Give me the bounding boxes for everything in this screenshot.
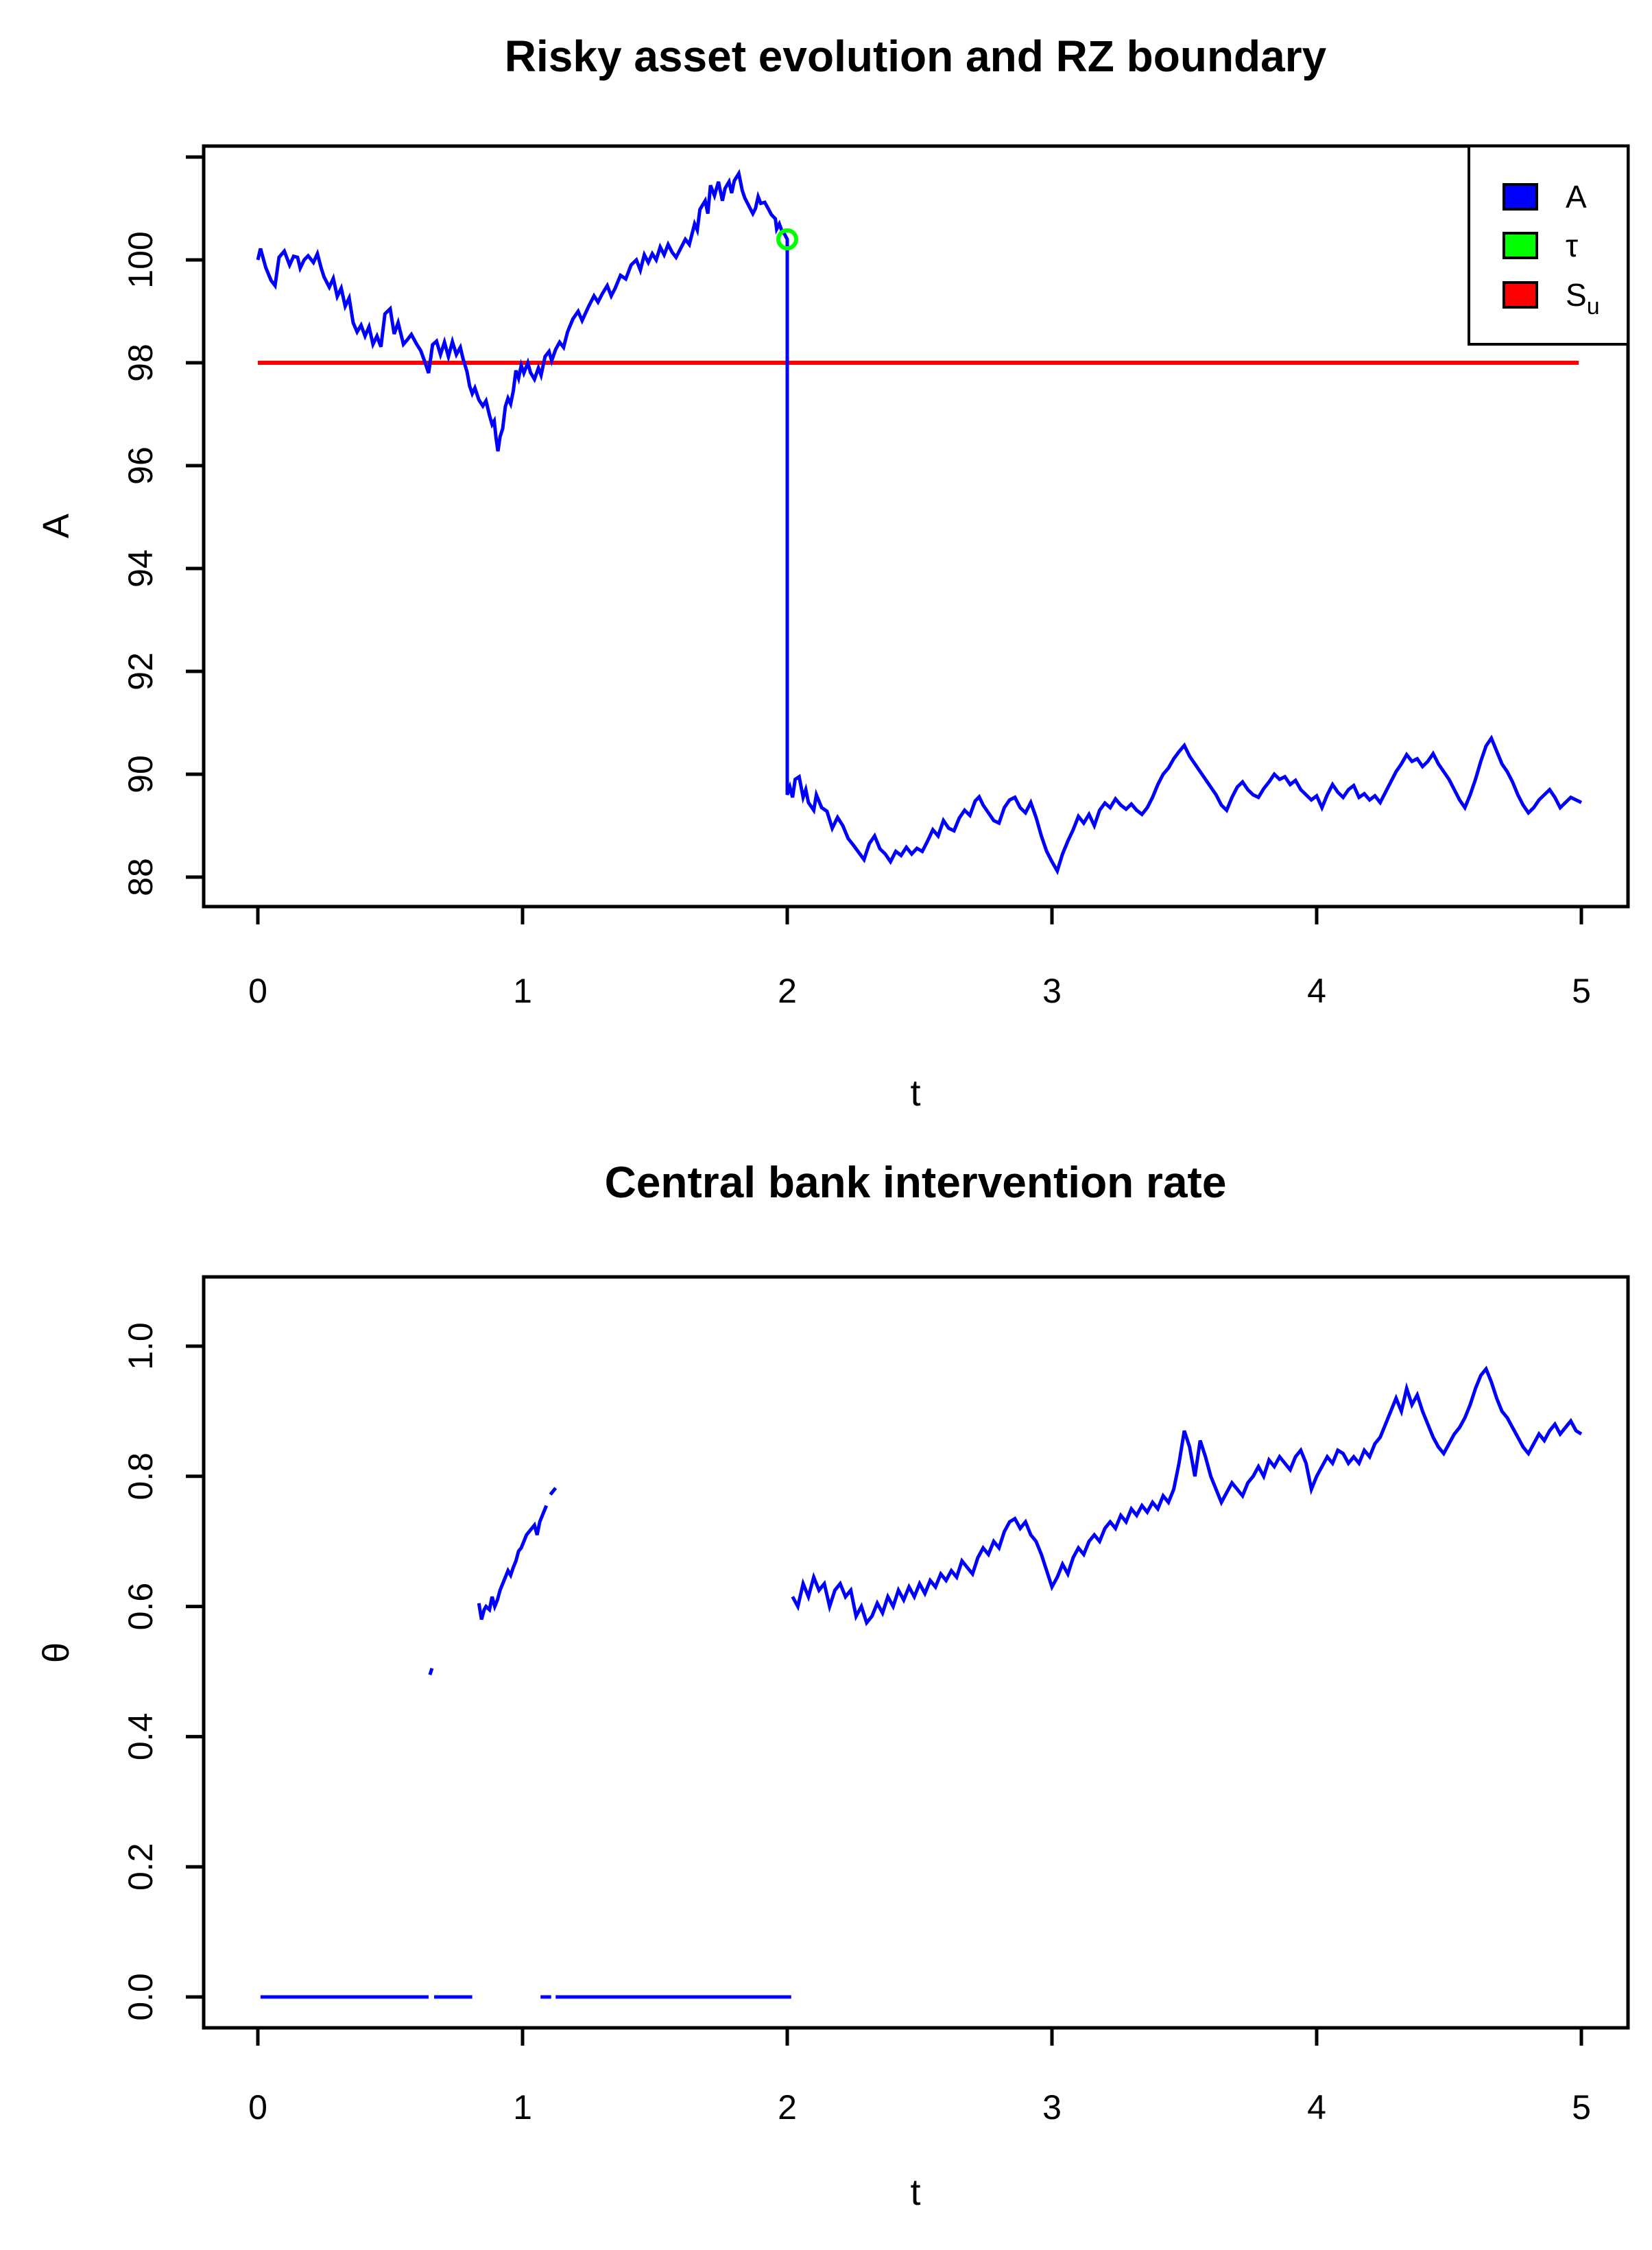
legend-label-2: τ (1566, 228, 1578, 263)
x-tick-label: 4 (1307, 972, 1326, 1010)
y-tick-label: 92 (121, 652, 160, 691)
series-theta-rise-line (477, 1505, 549, 1620)
chart1-ylabel: A (36, 514, 77, 538)
y-tick-label: 0.0 (121, 1973, 160, 2021)
chart1-plot-box (202, 144, 1630, 909)
x-tick-label: 2 (778, 2088, 797, 2127)
y-tick-label: 96 (121, 446, 160, 485)
legend-swatch-3 (1503, 281, 1538, 309)
panel-risky-asset: Risky asset evolution and RZ boundary 0 1… (36, 32, 1630, 1114)
x-tick-label: 3 (1042, 972, 1062, 1010)
y-tick-label: 0.2 (121, 1843, 160, 1891)
y-tick-label: 0.4 (121, 1713, 160, 1761)
chart2-plot-box (202, 1275, 1630, 2030)
chart2-xlabel: t (910, 2172, 920, 2213)
x-tick-label: 1 (513, 972, 532, 1010)
x-tick-label: 2 (778, 972, 797, 1010)
chart1-title: Risky asset evolution and RZ boundary (505, 32, 1327, 81)
chart1-dynamic-layer: 0 1 2 3 4 5 88 90 92 94 96 98 100 (121, 155, 1591, 1010)
legend-label-1: A (1566, 179, 1587, 215)
chart2-ylabel: θ (36, 1642, 77, 1663)
x-tick-label: 1 (513, 2088, 532, 2127)
series-theta-main-line (791, 1365, 1583, 1627)
y-tick-label: 1.0 (121, 1322, 160, 1370)
chart1-xlabel: t (910, 1073, 920, 1114)
x-tick-label: 0 (248, 972, 267, 1010)
legend-box (1468, 145, 1629, 346)
x-tick-label: 5 (1572, 2088, 1591, 2127)
y-tick-label: 0.8 (121, 1452, 160, 1500)
y-tick-label: 100 (121, 231, 160, 288)
x-tick-label: 0 (248, 2088, 267, 2127)
x-tick-label: 3 (1042, 2088, 1062, 2127)
y-tick-label: 0.6 (121, 1583, 160, 1631)
tau-marker (776, 228, 798, 250)
y-tick-label: 98 (121, 344, 160, 382)
x-tick-label: 4 (1307, 2088, 1326, 2127)
series-theta-isolated-dot-line (428, 1667, 434, 1676)
y-tick-label: 90 (121, 755, 160, 793)
panel-intervention-rate: Central bank intervention rate 0 1 2 3 4 5 0.0… (36, 1158, 1630, 2213)
series-A-line (256, 169, 1583, 876)
chart2-title: Central bank intervention rate (605, 1158, 1227, 1207)
x-tick-label: 5 (1572, 972, 1591, 1010)
series-theta-dash-high-line (549, 1487, 558, 1496)
legend-swatch-2 (1503, 232, 1538, 259)
chart2-dynamic-layer: 0 1 2 3 4 5 0.0 0.2 0.4 0.6 0.8 1.0 (121, 1322, 1591, 2127)
legend-swatch-1 (1503, 183, 1538, 211)
y-tick-label: 94 (121, 549, 160, 588)
y-tick-label: 88 (121, 858, 160, 896)
